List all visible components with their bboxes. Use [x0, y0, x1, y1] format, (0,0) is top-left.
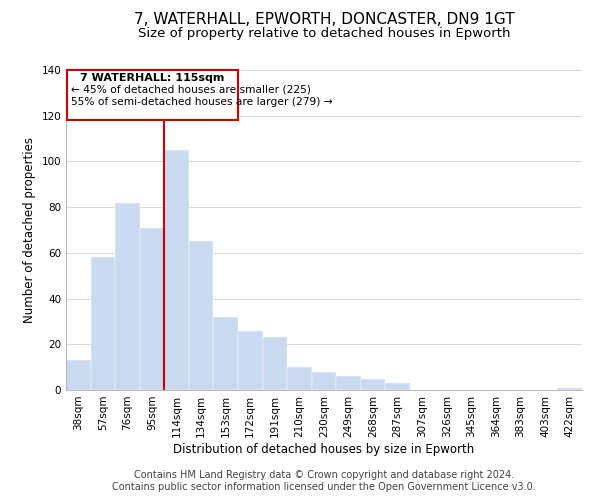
Text: Contains public sector information licensed under the Open Government Licence v3: Contains public sector information licen…	[112, 482, 536, 492]
Bar	[91, 258, 115, 390]
Bar	[557, 388, 582, 390]
Bar	[385, 383, 410, 390]
Text: Contains HM Land Registry data © Crown copyright and database right 2024.: Contains HM Land Registry data © Crown c…	[134, 470, 514, 480]
Text: Size of property relative to detached houses in Epworth: Size of property relative to detached ho…	[138, 28, 510, 40]
Bar	[164, 150, 189, 390]
Bar	[66, 360, 91, 390]
Bar	[115, 202, 140, 390]
X-axis label: Distribution of detached houses by size in Epworth: Distribution of detached houses by size …	[173, 442, 475, 456]
Text: 7 WATERHALL: 115sqm: 7 WATERHALL: 115sqm	[80, 74, 225, 84]
Bar	[140, 228, 164, 390]
Bar	[263, 338, 287, 390]
Text: 7, WATERHALL, EPWORTH, DONCASTER, DN9 1GT: 7, WATERHALL, EPWORTH, DONCASTER, DN9 1G…	[134, 12, 514, 28]
Bar	[361, 378, 385, 390]
Y-axis label: Number of detached properties: Number of detached properties	[23, 137, 36, 323]
Text: 55% of semi-detached houses are larger (279) →: 55% of semi-detached houses are larger (…	[71, 98, 332, 108]
Bar	[287, 367, 312, 390]
Bar	[312, 372, 336, 390]
FancyBboxPatch shape	[67, 70, 238, 120]
Bar	[238, 330, 263, 390]
Bar	[189, 242, 214, 390]
Text: ← 45% of detached houses are smaller (225): ← 45% of detached houses are smaller (22…	[71, 85, 311, 95]
Bar	[336, 376, 361, 390]
Bar	[214, 317, 238, 390]
